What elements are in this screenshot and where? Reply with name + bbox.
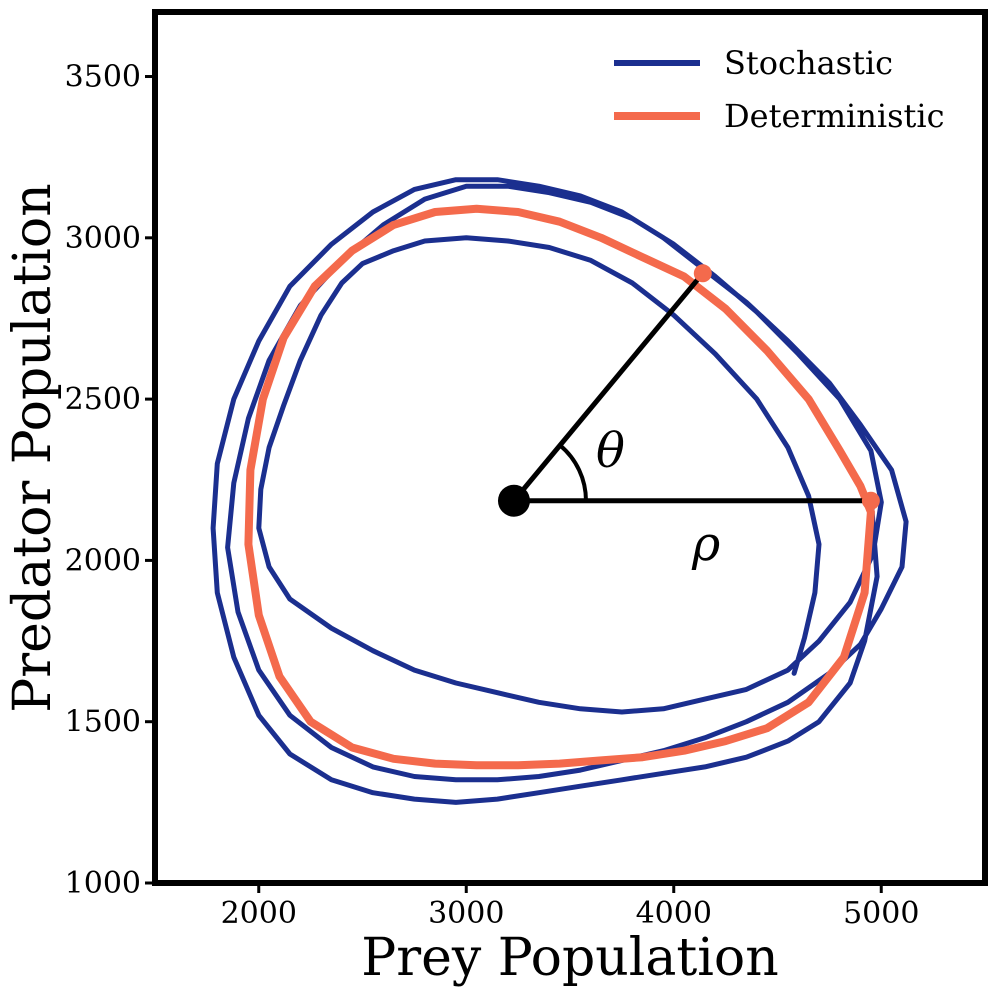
legend-label-deterministic: Deterministic — [724, 97, 945, 135]
plot-frame — [152, 9, 988, 886]
theta-arc — [558, 443, 588, 501]
series-line-deterministic — [244, 204, 875, 770]
y-tick-label: 1000 — [65, 866, 141, 901]
x-tick-label: 5000 — [843, 896, 919, 931]
y-axis-ticks: 1000 1500 2000 2500 3000 3500 — [65, 60, 155, 901]
x-tick-label: 3000 — [428, 896, 504, 931]
y-tick-label: 3000 — [65, 221, 141, 256]
x-axis-ticks: 2000 3000 4000 5000 — [221, 883, 919, 931]
theta-angle-line — [512, 271, 705, 503]
x-axis-label: Prey Population — [361, 928, 778, 988]
rho-label: ρ — [691, 516, 720, 572]
x-tick-label: 2000 — [221, 896, 297, 931]
annotation-layer: θ ρ — [497, 264, 880, 572]
radius-endpoint-marker — [861, 491, 880, 510]
y-tick-label: 1500 — [65, 705, 141, 740]
legend-label-stochastic: Stochastic — [724, 44, 893, 82]
y-tick-label: 3500 — [65, 60, 141, 95]
angle-endpoint-marker — [693, 264, 712, 283]
y-axis-label: Predator Population — [3, 183, 63, 712]
theta-label: θ — [596, 423, 625, 479]
legend: Stochastic Deterministic — [614, 44, 945, 135]
series-layer — [210, 177, 909, 805]
series-line-stochastic — [210, 177, 909, 805]
y-tick-label: 2000 — [65, 543, 141, 578]
x-tick-label: 4000 — [636, 896, 712, 931]
fixed-point-marker — [497, 484, 530, 517]
y-tick-label: 2500 — [65, 382, 141, 417]
